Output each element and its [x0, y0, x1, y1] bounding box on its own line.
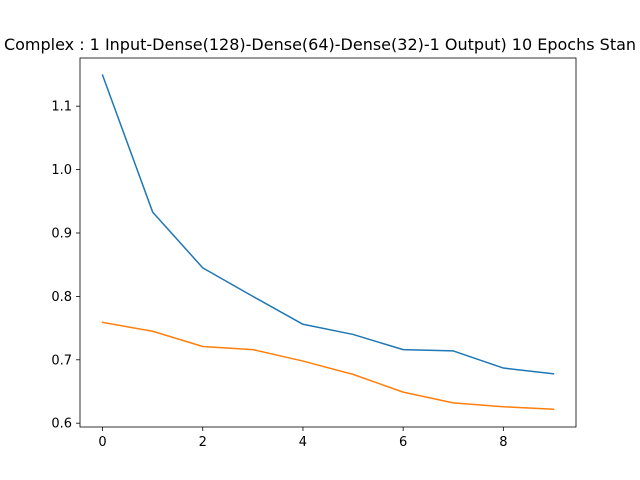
axes-layer: 0 2 4 6 8 0.6 0.7 0.8 0.9 1.0 1.1 [51, 57, 577, 450]
axes-frame [79, 57, 577, 428]
y-tick-label: 0.9 [51, 226, 72, 241]
chart-title: Complex : 1 Input-Dense(128)-Dense(64)-D… [4, 35, 636, 54]
series-layer [101, 74, 555, 411]
x-tick-label: 4 [299, 435, 307, 450]
y-tick-label: 1.1 [51, 100, 72, 115]
x-tick-label: 8 [499, 435, 507, 450]
x-tick-label: 6 [399, 435, 407, 450]
series-line-1 [101, 74, 555, 375]
y-tick-label: 0.6 [51, 417, 72, 432]
x-tick-label: 2 [199, 435, 207, 450]
y-tick-label: 1.0 [51, 163, 72, 178]
series-line-2 [101, 321, 555, 411]
x-tick-label: 0 [98, 435, 106, 450]
y-tick-label: 0.8 [51, 290, 72, 305]
y-tick-label: 0.7 [51, 353, 72, 368]
